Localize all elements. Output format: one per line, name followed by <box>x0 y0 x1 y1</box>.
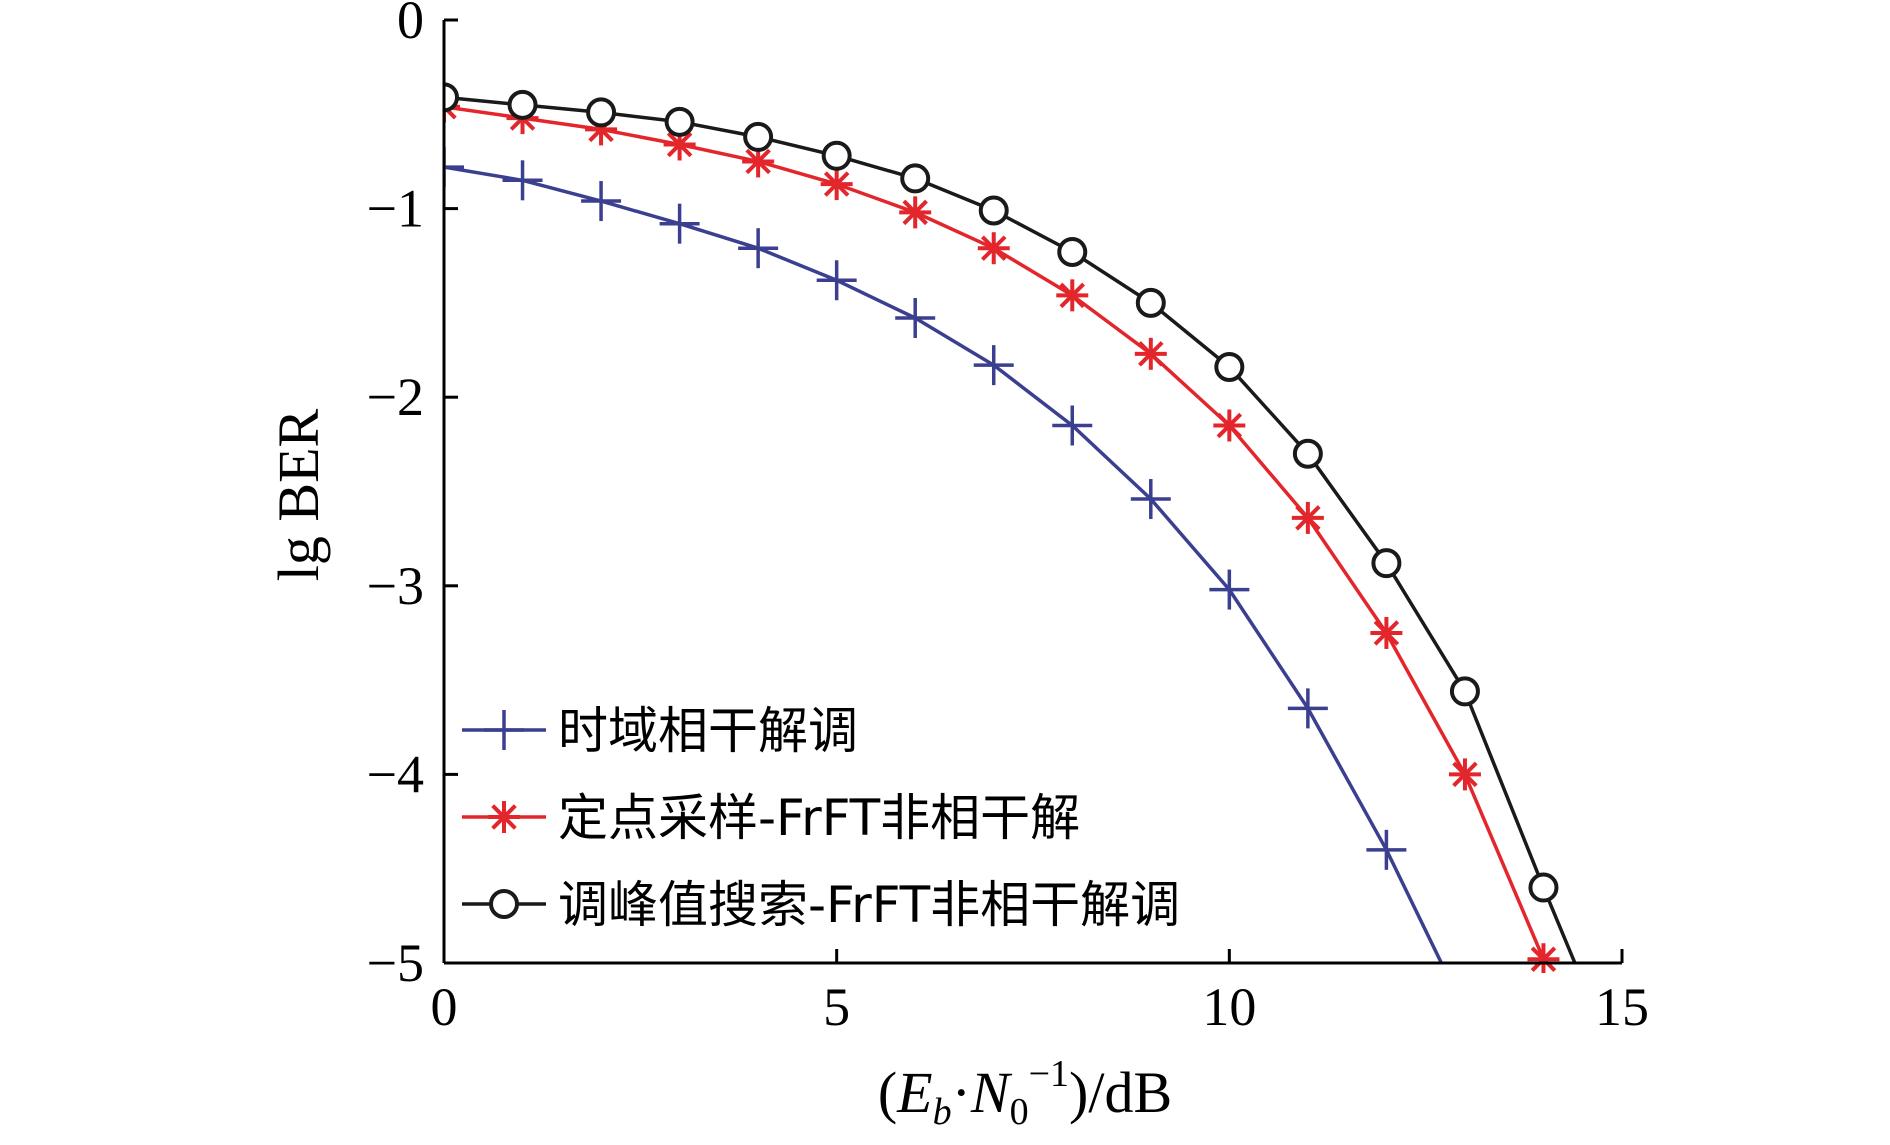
x-tick-label: 5 <box>823 977 850 1037</box>
data-point <box>1287 688 1328 729</box>
data-point <box>1056 279 1089 312</box>
legend-marker <box>489 889 519 919</box>
x-tick-label: 15 <box>1595 977 1649 1037</box>
data-point <box>1448 758 1481 791</box>
legend-item: 时域相干解调 <box>462 702 858 760</box>
y-tick-label: −5 <box>367 933 424 993</box>
data-point <box>1527 943 1560 973</box>
data-point <box>1366 829 1407 870</box>
data-point <box>581 181 622 222</box>
data-point <box>444 82 459 113</box>
data-point <box>738 228 779 269</box>
data-point <box>973 345 1014 386</box>
data-point <box>742 145 775 178</box>
data-point <box>1528 872 1559 903</box>
data-point <box>899 196 932 229</box>
data-point <box>821 140 852 171</box>
data-point <box>1209 569 1250 610</box>
data-point <box>816 260 857 301</box>
y-tick-label: −2 <box>367 367 424 427</box>
data-point <box>895 297 936 338</box>
data-point <box>900 163 931 194</box>
data-point <box>664 106 695 137</box>
series-3 <box>444 82 1577 964</box>
data-point <box>820 168 853 201</box>
series-layer <box>444 82 1577 973</box>
data-point <box>659 203 700 244</box>
data-point <box>1213 409 1246 442</box>
data-point <box>1134 337 1167 370</box>
y-axis-label: lg BER <box>266 408 331 581</box>
series-line-1 <box>444 165 1443 964</box>
data-point <box>502 160 543 201</box>
y-tick-label: 0 <box>397 0 424 50</box>
series-2 <box>444 90 1560 973</box>
data-point <box>1135 287 1166 318</box>
x-tick-label: 10 <box>1202 977 1256 1037</box>
series-1 <box>444 147 1443 964</box>
x-tick-label: 0 <box>431 977 458 1037</box>
legend-item: 调峰值搜索-FrFT非相干解调 <box>462 876 1180 934</box>
data-point <box>444 147 464 188</box>
legend-label: 时域相干解调 <box>558 702 858 760</box>
x-axis-label: (Eb·N0−1)/dB <box>878 1053 1172 1133</box>
data-point <box>978 195 1009 226</box>
data-point <box>507 89 538 120</box>
data-point <box>1371 548 1402 579</box>
data-point <box>977 232 1010 265</box>
data-point <box>1291 501 1324 534</box>
ticks-layer: 0 5 10 15 0 −1 −2 −3 −4 −5 <box>367 0 1649 1037</box>
data-point <box>1057 236 1088 267</box>
data-point <box>1292 438 1323 469</box>
axes-layer <box>442 20 1622 965</box>
data-point <box>1130 479 1171 520</box>
legend-marker <box>484 710 524 750</box>
y-tick-label: −4 <box>367 744 424 804</box>
legend-marker <box>488 801 520 833</box>
data-point <box>1052 405 1093 446</box>
data-point <box>1214 352 1245 383</box>
y-tick-label: −1 <box>367 179 424 239</box>
data-point <box>586 97 617 128</box>
data-point <box>1370 616 1403 649</box>
series-line-3 <box>444 95 1577 964</box>
legend-item: 定点采样-FrFT非相干解 <box>462 789 1080 847</box>
legend-label: 调峰值搜索-FrFT非相干解调 <box>558 876 1180 934</box>
y-tick-label: −3 <box>367 556 424 616</box>
data-point <box>743 121 774 152</box>
data-point <box>1449 676 1480 707</box>
legend-label: 定点采样-FrFT非相干解 <box>558 789 1080 847</box>
